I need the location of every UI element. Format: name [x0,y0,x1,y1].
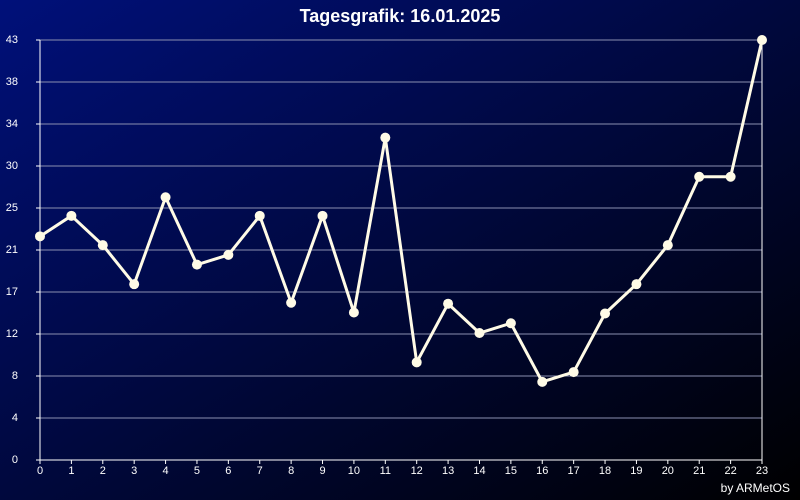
x-tick-label: 20 [662,465,674,477]
credit: by ARMetOS [721,481,790,495]
point [380,132,391,143]
x-tick-label: 8 [288,465,294,477]
point [537,376,548,387]
x-tick-label: 15 [505,465,517,477]
point [66,210,77,221]
x-tick-label: 16 [536,465,548,477]
x-tick-label: 7 [257,465,263,477]
y-tick-label: 25 [6,202,18,214]
x-tick-label: 19 [630,465,642,477]
x-tick-label: 10 [348,465,360,477]
x-tick-label: 18 [599,465,611,477]
point [286,297,297,308]
point [223,249,234,260]
point [694,171,705,182]
y-tick-label: 34 [6,118,18,130]
x-tick-label: 13 [442,465,454,477]
x-tick-label: 5 [194,465,200,477]
x-tick-label: 11 [380,465,391,477]
point [348,307,359,318]
x-tick-label: 3 [131,465,137,477]
point [160,192,171,203]
y-tick-label: 17 [6,286,18,298]
x-tick-label: 4 [163,465,169,477]
x-tick-label: 2 [100,465,106,477]
point [474,328,485,339]
point [443,298,454,309]
x-tick-label: 0 [37,465,43,477]
y-tick-label: 0 [12,454,18,466]
point [129,279,140,290]
y-tick-label: 30 [6,160,18,172]
line [39,39,764,384]
x-tick-label: 21 [693,465,705,477]
point [254,210,265,221]
y-tick-label: 38 [6,76,18,88]
x-tick-label: 9 [319,465,325,477]
y-tick-label: 4 [12,412,18,424]
point [631,279,642,290]
point [662,240,673,251]
x-tick-label: 22 [724,465,736,477]
point [725,171,736,182]
y-tick-label: 43 [6,34,18,46]
y-tick-label: 12 [6,328,18,340]
y-tick-label: 8 [12,370,18,382]
x-tick-label: 6 [225,465,231,477]
chart-title: Tagesgrafik: 16.01.2025 [300,6,501,26]
x-tick-label: 14 [473,465,485,477]
point [97,240,108,251]
point [411,357,422,368]
point [191,259,202,270]
x-tick-label: 1 [68,465,74,477]
point [757,35,767,45]
x-tick-label: 12 [411,465,423,477]
point [505,318,516,329]
point [35,231,45,242]
point [568,367,579,378]
x-tick-label: 23 [756,465,768,477]
point [600,308,611,319]
point [317,210,328,221]
y-tick-label: 21 [6,244,18,256]
x-tick-label: 17 [568,465,580,477]
